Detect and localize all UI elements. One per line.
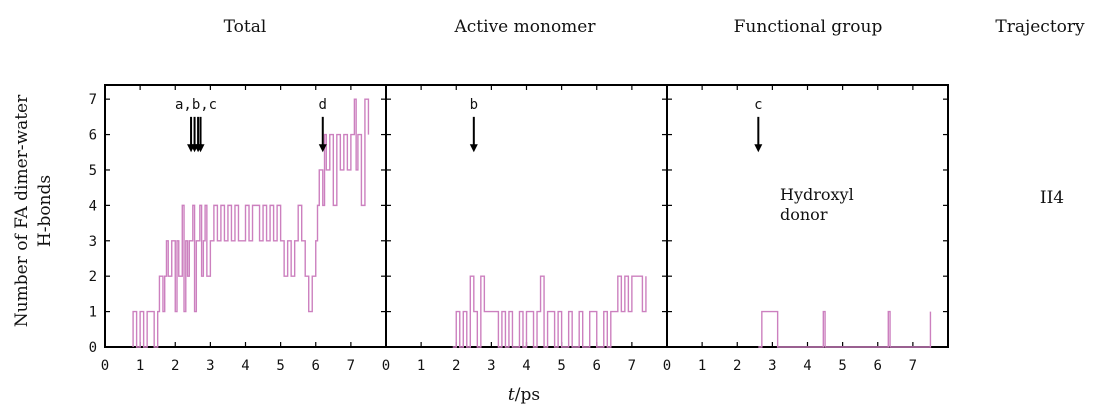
chart-panel-1: 0 1 2 3 4 5 6 7 0 1 2 3 4 5 6 7 a,b,c d xyxy=(89,84,387,374)
x-axis-label-italic: t xyxy=(508,385,515,405)
y-tick-label: 0 xyxy=(89,340,97,356)
x-tick-label: 1 xyxy=(698,358,706,374)
x-tick-label: 7 xyxy=(628,358,636,374)
arrow-label: c xyxy=(754,97,762,113)
column-header-functional-group: Functional group xyxy=(734,17,883,37)
y-axis-label-line1: Number of FA dimer-water xyxy=(12,94,32,327)
x-axis-label-unit: /ps xyxy=(515,385,540,405)
x-tick-label: 0 xyxy=(663,358,671,374)
x-tick-label: 0 xyxy=(101,358,109,374)
x-tick-label: 4 xyxy=(241,358,249,374)
series-line-1 xyxy=(452,275,647,348)
arrow-label: a,b,c xyxy=(175,97,217,113)
x-tick-label: 6 xyxy=(593,358,601,374)
y-tick-label: 2 xyxy=(89,269,97,285)
chart-panel-3: 0 1 2 3 4 5 6 7 c xyxy=(663,84,949,374)
arrow-head xyxy=(318,144,327,153)
arrow-head xyxy=(196,144,205,153)
y-axis-label-line2: H-bonds xyxy=(35,175,55,247)
arrow-label: d xyxy=(319,97,327,113)
column-header-total: Total xyxy=(224,17,267,37)
x-tick-label: 3 xyxy=(768,358,776,374)
y-tick-label: 6 xyxy=(89,128,97,144)
x-tick-label: 4 xyxy=(522,358,530,374)
x-tick-label: 2 xyxy=(171,358,179,374)
chart-panels: 0 1 2 3 4 5 6 7 0 1 2 3 4 5 6 7 a,b,c d 0 1 2 3 4 5 6 7 b 0 1 2 3 4 5 6 7 c xyxy=(89,84,949,374)
x-tick-label: 3 xyxy=(487,358,495,374)
x-tick-label: 4 xyxy=(803,358,811,374)
y-axis-label: Number of FA dimer-water H-bonds xyxy=(12,94,55,327)
panel3-annotation-line2: donor xyxy=(780,205,828,224)
arrow-head xyxy=(469,144,478,153)
chart-panel-2: 0 1 2 3 4 5 6 7 b xyxy=(382,84,668,374)
panel3-annotation-line1: Hydroxyl xyxy=(780,185,854,204)
series-line-1 xyxy=(132,98,370,348)
trajectory-label: II4 xyxy=(1040,188,1064,208)
x-tick-label: 5 xyxy=(276,358,284,374)
x-tick-label: 1 xyxy=(136,358,144,374)
x-tick-label: 6 xyxy=(874,358,882,374)
x-tick-label: 7 xyxy=(909,358,917,374)
arrow-head xyxy=(754,144,763,153)
y-tick-label: 4 xyxy=(89,198,97,214)
y-tick-label: 5 xyxy=(89,163,97,179)
x-tick-label: 3 xyxy=(206,358,214,374)
y-tick-label: 1 xyxy=(89,305,97,321)
x-axis-label: t/ps xyxy=(508,385,540,405)
column-header-active-monomer: Active monomer xyxy=(454,17,597,37)
x-tick-label: 0 xyxy=(382,358,390,374)
series-line-1 xyxy=(758,310,932,348)
y-tick-label: 3 xyxy=(89,234,97,250)
x-tick-label: 5 xyxy=(838,358,846,374)
arrow-label: b xyxy=(470,97,478,113)
x-tick-label: 2 xyxy=(452,358,460,374)
y-tick-label: 7 xyxy=(89,92,97,108)
x-tick-label: 1 xyxy=(417,358,425,374)
column-header-trajectory: Trajectory xyxy=(995,17,1085,37)
x-tick-label: 7 xyxy=(347,358,355,374)
x-tick-label: 6 xyxy=(312,358,320,374)
x-tick-label: 5 xyxy=(557,358,565,374)
x-tick-label: 2 xyxy=(733,358,741,374)
